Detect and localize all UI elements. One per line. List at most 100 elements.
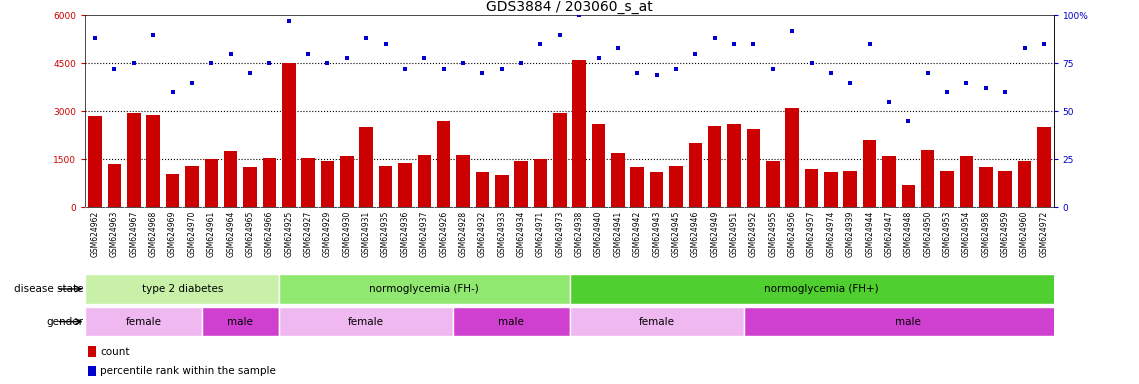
Point (203, 60, 221, 66)
Bar (147, 114, 159, 207)
Text: GSM624945: GSM624945 (672, 210, 680, 257)
Text: disease state: disease state (14, 284, 83, 294)
Text: GSM624933: GSM624933 (498, 210, 506, 257)
Point (1016, 45, 1034, 51)
Point (376, 41, 395, 47)
Point (764, 66, 782, 72)
Bar (744, 307, 1073, 336)
Point (338, 55, 357, 61)
Bar (85, 274, 279, 304)
Text: GSM624954: GSM624954 (962, 210, 970, 257)
Point (880, 99, 899, 105)
Point (531, 41, 550, 47)
Text: GSM624935: GSM624935 (382, 210, 390, 257)
Text: GSM624953: GSM624953 (943, 210, 951, 257)
Bar (476, 172, 489, 207)
Text: GSM624961: GSM624961 (207, 210, 215, 257)
Bar (244, 167, 256, 207)
Bar (941, 170, 953, 207)
Text: GSM624928: GSM624928 (459, 210, 467, 257)
Text: GSM624964: GSM624964 (227, 210, 235, 257)
Bar (689, 143, 702, 207)
Point (164, 89, 182, 95)
Text: GSM624966: GSM624966 (265, 210, 273, 257)
Point (105, 66, 123, 72)
Bar (747, 129, 760, 207)
Text: count: count (100, 347, 130, 357)
Bar (282, 63, 295, 207)
Bar (863, 140, 876, 207)
Text: GSM624950: GSM624950 (924, 210, 932, 257)
Bar (202, 307, 279, 336)
Bar (805, 169, 818, 207)
Point (667, 66, 686, 72)
Text: male: male (228, 316, 253, 327)
Point (590, 55, 608, 61)
Point (686, 51, 704, 57)
Bar (321, 161, 334, 207)
Point (629, 70, 647, 76)
Text: GSM624972: GSM624972 (1040, 210, 1048, 257)
Text: male: male (895, 316, 921, 327)
Bar (1038, 127, 1050, 207)
Bar (166, 174, 179, 207)
Bar (186, 166, 198, 207)
Point (125, 60, 144, 66)
Bar (650, 172, 663, 207)
Bar (89, 116, 101, 207)
Bar (980, 167, 992, 207)
Point (958, 79, 976, 86)
Text: GSM624939: GSM624939 (846, 210, 854, 257)
Bar (670, 166, 682, 207)
Bar (88, 346, 96, 357)
Point (784, 28, 802, 34)
Bar (767, 161, 779, 207)
Point (822, 70, 841, 76)
Text: GSM624957: GSM624957 (808, 210, 816, 257)
Point (453, 60, 473, 66)
Text: GSM624936: GSM624936 (401, 210, 409, 257)
Text: GSM624938: GSM624938 (575, 210, 583, 257)
Bar (921, 150, 934, 207)
Point (241, 70, 260, 76)
Bar (453, 307, 570, 336)
Text: GSM624931: GSM624931 (362, 210, 370, 257)
Bar (883, 156, 895, 207)
Text: GSM624958: GSM624958 (982, 210, 990, 257)
Text: GSM624925: GSM624925 (285, 210, 293, 257)
Bar (708, 126, 721, 207)
Text: GSM624937: GSM624937 (420, 210, 428, 257)
Text: normoglycemia (FH+): normoglycemia (FH+) (764, 284, 878, 294)
Text: GSM624930: GSM624930 (343, 210, 351, 257)
Text: GSM624974: GSM624974 (827, 210, 835, 257)
Text: GSM624949: GSM624949 (711, 210, 719, 257)
Bar (570, 307, 744, 336)
Bar (224, 151, 237, 207)
Point (298, 51, 317, 57)
Text: GSM624973: GSM624973 (556, 210, 564, 257)
Text: GSM624951: GSM624951 (730, 210, 738, 257)
Bar (495, 175, 508, 207)
Bar (360, 127, 372, 207)
Text: GSM624970: GSM624970 (188, 210, 196, 257)
Bar (1018, 161, 1031, 207)
Text: GSM624952: GSM624952 (749, 210, 757, 257)
Text: GSM624948: GSM624948 (904, 210, 912, 257)
Text: GSM624965: GSM624965 (246, 210, 254, 257)
Text: GSM624946: GSM624946 (691, 210, 699, 257)
Text: GSM624932: GSM624932 (478, 210, 486, 257)
Bar (205, 159, 218, 207)
Text: female: female (349, 316, 384, 327)
Text: GSM624968: GSM624968 (149, 210, 157, 257)
Bar (728, 124, 740, 207)
Text: GSM624947: GSM624947 (885, 210, 893, 257)
Text: GSM624967: GSM624967 (130, 210, 138, 257)
Point (1035, 41, 1054, 47)
Point (280, 18, 298, 24)
Bar (573, 60, 585, 207)
Bar (902, 185, 915, 207)
Point (803, 60, 821, 66)
Text: percentile rank within the sample: percentile rank within the sample (100, 366, 276, 376)
Text: GSM624971: GSM624971 (536, 210, 544, 257)
Point (551, 31, 570, 38)
